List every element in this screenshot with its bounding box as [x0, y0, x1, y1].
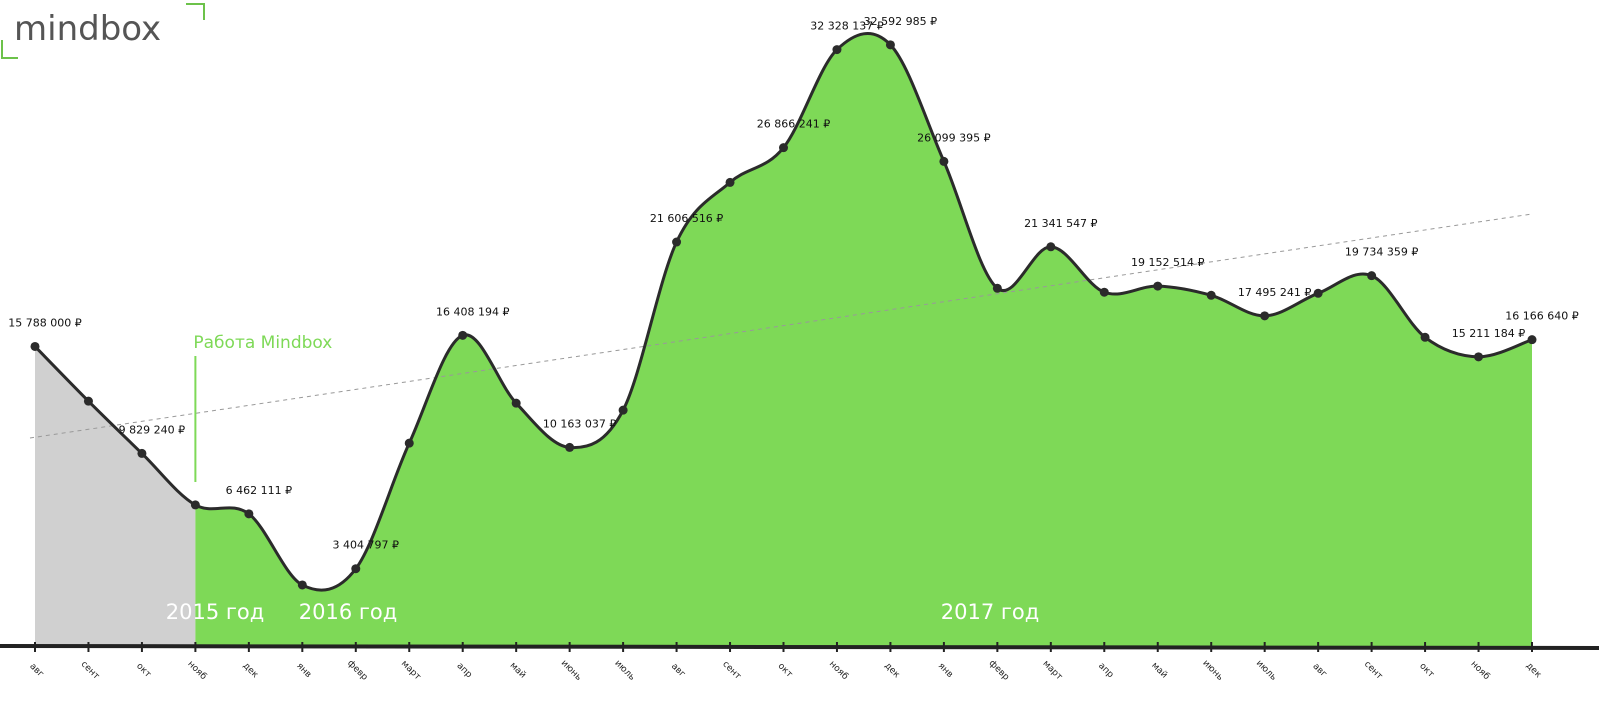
point — [83, 396, 93, 406]
point — [1206, 290, 1216, 300]
logo-bracket — [186, 3, 205, 20]
x-tick-label: дек — [882, 661, 902, 681]
x-tick-label: май — [508, 661, 528, 681]
trend-line — [29, 213, 1533, 439]
value-label: 16 408 194 ₽ — [436, 305, 509, 318]
point — [511, 398, 521, 408]
point — [351, 564, 361, 574]
value-label: 15 211 184 ₽ — [1452, 327, 1525, 340]
x-tick-label: апр — [1096, 661, 1115, 680]
point — [618, 405, 628, 415]
x-tick-label: сент — [79, 659, 101, 681]
point — [725, 177, 735, 187]
value-label: 10 163 037 ₽ — [543, 417, 616, 430]
value-label: 6 462 111 ₽ — [226, 484, 292, 497]
year-label: 2017 год — [941, 600, 1040, 624]
x-tick-label: июнь — [559, 658, 583, 682]
point — [832, 45, 842, 55]
area-before — [35, 346, 196, 646]
point — [565, 442, 575, 452]
point — [1527, 335, 1537, 345]
point — [1153, 281, 1163, 291]
value-label: 21 341 547 ₽ — [1024, 217, 1097, 230]
x-tick-label: окт — [776, 661, 795, 680]
x-tick-label: нояб — [185, 659, 208, 682]
value-label: 26 099 395 ₽ — [917, 131, 990, 144]
value-label: 26 866 241 ₽ — [757, 118, 830, 131]
point — [1313, 288, 1323, 298]
point — [1474, 352, 1484, 362]
x-tick-label: сент — [720, 659, 742, 681]
point — [1420, 332, 1430, 342]
x-tick-label: сент — [1362, 659, 1384, 681]
x-tick-label: авг — [1311, 662, 1329, 680]
value-label: 19 734 359 ₽ — [1345, 246, 1418, 259]
x-tick-label: февр — [345, 658, 369, 682]
x-tick-label: июль — [1254, 658, 1278, 682]
x-tick-label: март — [1040, 659, 1064, 683]
x-tick-label: окт — [134, 661, 153, 680]
point — [30, 341, 40, 351]
point — [297, 580, 307, 590]
value-label: 32 328 137 ₽ — [810, 20, 883, 33]
value-label: 17 495 241 ₽ — [1238, 286, 1311, 299]
point — [1260, 311, 1270, 321]
x-axis — [0, 644, 1599, 650]
x-tick-label: февр — [987, 658, 1011, 682]
year-label: 2016 год — [299, 600, 398, 624]
point — [458, 330, 468, 340]
x-tick-label: июнь — [1200, 658, 1224, 682]
x-tick-label: апр — [455, 661, 474, 680]
x-tick-label: янв — [936, 661, 955, 680]
x-tick-label: март — [399, 659, 423, 683]
x-tick-label: янв — [294, 661, 313, 680]
x-tick-label: нояб — [1469, 659, 1492, 682]
point — [1099, 287, 1109, 297]
logo: mindbox — [14, 9, 161, 49]
area — [195, 33, 1532, 646]
point — [885, 40, 895, 50]
point — [404, 438, 414, 448]
point — [672, 237, 682, 247]
x-tick-label: май — [1149, 661, 1169, 681]
value-label: 9 829 240 ₽ — [119, 423, 185, 436]
year-label: 2015 год — [166, 600, 265, 624]
point — [779, 143, 788, 153]
x-tick-label: авг — [27, 662, 45, 680]
value-label: 32 592 985 ₽ — [864, 15, 937, 28]
annotation: Работа Mindbox — [193, 333, 332, 353]
value-label: 21 606 516 ₽ — [650, 212, 723, 225]
logo-bracket — [1, 40, 18, 59]
value-label: 15 788 000 ₽ — [8, 316, 81, 329]
point — [939, 156, 949, 166]
x-tick-label: авг — [669, 662, 687, 680]
x-tick-label: нояб — [827, 659, 850, 682]
x-tick-label: окт — [1417, 661, 1436, 680]
point — [1367, 271, 1377, 281]
point — [992, 283, 1002, 293]
point — [244, 509, 254, 519]
x-tick-label: дек — [241, 661, 261, 681]
value-label: 16 166 640 ₽ — [1505, 310, 1578, 323]
point — [137, 448, 147, 458]
x-tick-label: дек — [1524, 661, 1544, 681]
value-label: 3 404 797 ₽ — [333, 539, 399, 552]
x-tick-label: июль — [612, 658, 636, 682]
value-label: 19 152 514 ₽ — [1131, 256, 1204, 269]
point — [190, 500, 200, 510]
point — [1046, 242, 1056, 252]
